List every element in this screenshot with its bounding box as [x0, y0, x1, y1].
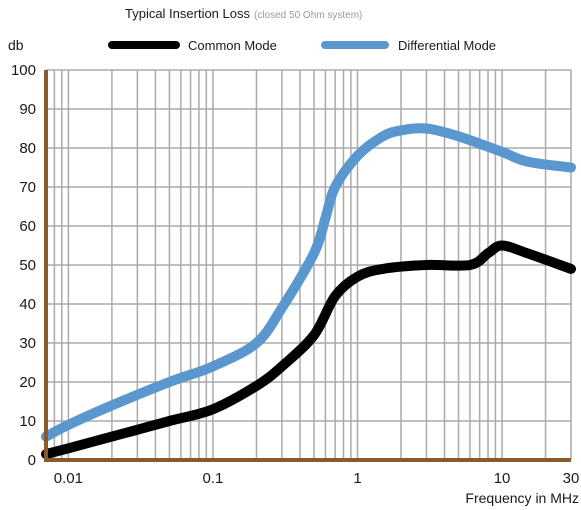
chart-subtitle: (closed 50 Ohm system): [254, 10, 362, 21]
y-tick-label: 30: [19, 335, 36, 352]
y-tick-label: 80: [19, 140, 36, 157]
x-tick-label: 1: [353, 470, 361, 487]
x-axis-label: Frequency in MHz: [465, 490, 579, 506]
y-tick-label: 50: [19, 257, 36, 274]
y-tick-label: 60: [19, 218, 36, 235]
y-tick-label: 0: [28, 452, 36, 469]
x-tick-label: 0.1: [203, 470, 224, 487]
y-tick-label: 100: [11, 62, 36, 79]
y-tick-label: 70: [19, 179, 36, 196]
x-tick-label: 0.01: [54, 470, 83, 487]
chart-legend: Common Mode Differential Mode: [108, 38, 496, 53]
tick-labels: 0 10 20 30 40 50 60 70 80 90 100 0.01 0.1 1 10 30: [11, 62, 579, 487]
y-tick-label: 10: [19, 413, 36, 430]
series-line-differential-mode: [41, 123, 576, 442]
series-line-common-mode: [41, 240, 576, 460]
x-tick-label: 30: [563, 470, 580, 487]
legend-label-common-mode: Common Mode: [188, 38, 277, 53]
y-tick-label: 40: [19, 296, 36, 313]
y-tick-label: 20: [19, 374, 36, 391]
y-tick-label: 90: [19, 101, 36, 118]
x-tick-label: 10: [494, 470, 511, 487]
series-layer: [41, 123, 576, 460]
axes: [44, 70, 571, 462]
grid-lines: [46, 69, 572, 460]
legend-label-differential-mode: Differential Mode: [398, 38, 496, 53]
chart-title: Typical Insertion Loss: [125, 6, 251, 21]
y-axis-label: db: [8, 37, 24, 53]
